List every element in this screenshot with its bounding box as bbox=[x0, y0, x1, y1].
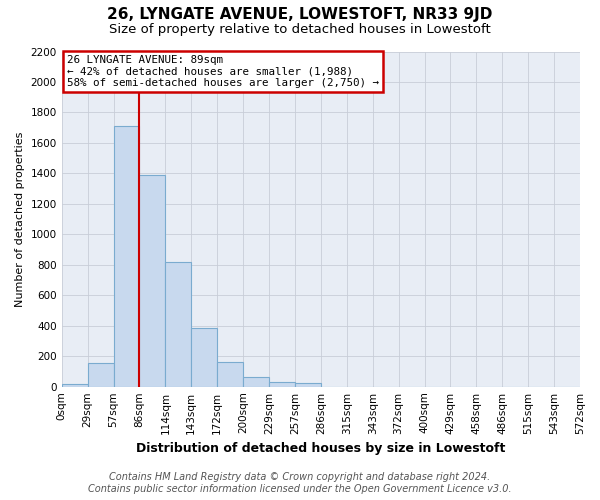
Bar bbox=[295, 383, 321, 386]
Text: 26 LYNGATE AVENUE: 89sqm
← 42% of detached houses are smaller (1,988)
58% of sem: 26 LYNGATE AVENUE: 89sqm ← 42% of detach… bbox=[67, 55, 379, 88]
Bar bbox=[113, 126, 139, 386]
Bar bbox=[166, 262, 191, 386]
Bar bbox=[88, 363, 113, 386]
Bar bbox=[139, 175, 166, 386]
Bar bbox=[269, 382, 295, 386]
Text: Contains HM Land Registry data © Crown copyright and database right 2024.
Contai: Contains HM Land Registry data © Crown c… bbox=[88, 472, 512, 494]
Text: Size of property relative to detached houses in Lowestoft: Size of property relative to detached ho… bbox=[109, 22, 491, 36]
Y-axis label: Number of detached properties: Number of detached properties bbox=[15, 132, 25, 307]
X-axis label: Distribution of detached houses by size in Lowestoft: Distribution of detached houses by size … bbox=[136, 442, 506, 455]
Text: 26, LYNGATE AVENUE, LOWESTOFT, NR33 9JD: 26, LYNGATE AVENUE, LOWESTOFT, NR33 9JD bbox=[107, 8, 493, 22]
Bar bbox=[217, 362, 243, 386]
Bar bbox=[191, 328, 217, 386]
Bar bbox=[62, 384, 88, 386]
Bar bbox=[243, 377, 269, 386]
